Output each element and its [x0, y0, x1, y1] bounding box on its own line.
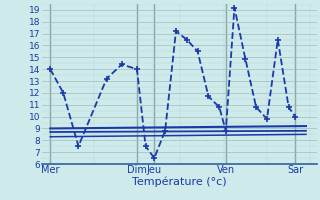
X-axis label: Température (°c): Température (°c) [132, 177, 227, 187]
